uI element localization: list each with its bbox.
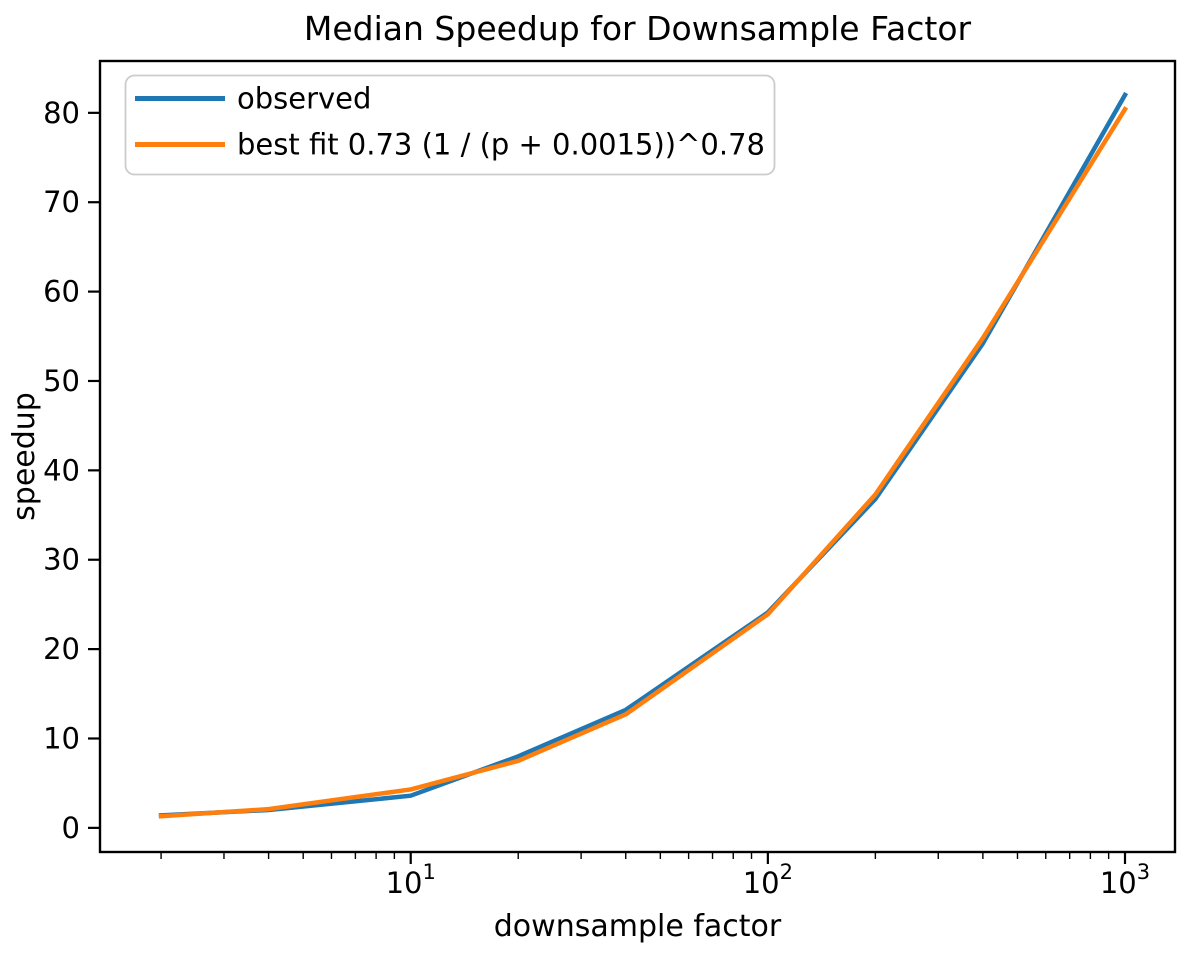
y-tick-label: 0: [62, 811, 80, 845]
y-tick-label: 40: [43, 453, 80, 487]
y-tick-label: 70: [43, 185, 80, 219]
y-tick-label: 30: [43, 543, 80, 577]
y-tick-label: 60: [43, 275, 80, 309]
legend-item-observed: observed: [135, 82, 371, 116]
x-tick-label: 101: [386, 860, 436, 900]
x-tick-label: 103: [1100, 860, 1150, 900]
legend-label-best-fit: best fit 0.73 (1 / (p + 0.0015))^0.78: [237, 128, 765, 162]
y-tick-label: 20: [43, 632, 80, 666]
x-axis-label: downsample factor: [494, 909, 782, 944]
chart-title: Median Speedup for Downsample Factor: [304, 9, 972, 48]
y-axis-label: speedup: [7, 392, 42, 521]
y-tick-label: 50: [43, 364, 80, 398]
legend-item-best-fit: best fit 0.73 (1 / (p + 0.0015))^0.78: [135, 128, 765, 162]
legend: observed best fit 0.73 (1 / (p + 0.0015)…: [124, 74, 776, 176]
y-tick-label: 10: [43, 721, 80, 755]
plot-area: [100, 61, 1175, 852]
axes-frame: [98, 59, 1177, 854]
series-line-observed: [158, 91, 1129, 818]
series-line-best-fit: [158, 106, 1129, 819]
series-lines: [158, 91, 1129, 819]
y-tick-label: 80: [43, 96, 80, 130]
legend-box: [124, 74, 776, 176]
legend-label-observed: observed: [237, 82, 371, 116]
x-tick-label: 102: [743, 860, 793, 900]
axis-ticks: 101 102 103 0 10 20 30 40 50 60 70 80: [43, 96, 1150, 900]
